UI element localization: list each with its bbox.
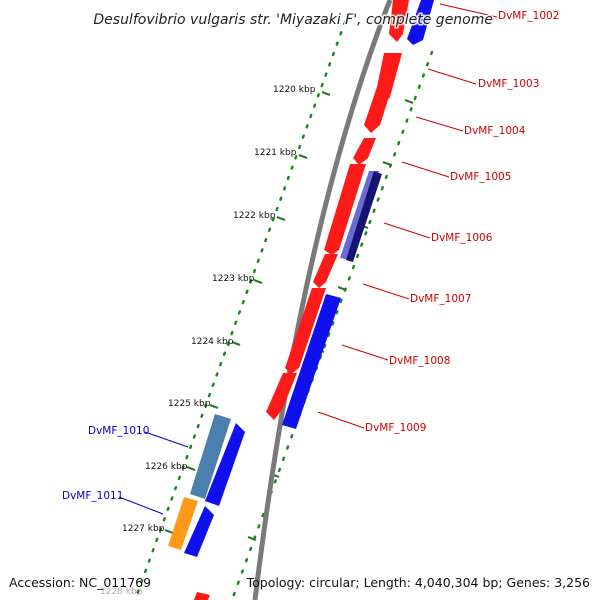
forward-strand-genes (194, 0, 409, 600)
gc-track-inner (230, 50, 434, 600)
gene-forward-1008 (266, 373, 297, 420)
gene-label-1010: DvMF_1010 (88, 425, 149, 437)
accession-text: Accession: NC_011769 (9, 575, 151, 590)
gene-label-1002: DvMF_1002 (498, 10, 559, 22)
gene-forward-top-cut (389, 0, 409, 42)
gene-reverse-1011 (184, 506, 214, 557)
scale-label-1224: 1224 kbp (191, 337, 234, 347)
gene-label-1007: DvMF_1007 (410, 293, 471, 305)
backbone (252, 0, 393, 600)
gene-label-1008: DvMF_1008 (389, 355, 450, 367)
tick-1227 (164, 528, 174, 535)
tick-1226 (186, 465, 196, 472)
connector-1005 (401, 161, 450, 178)
gene-forward-1005 (324, 164, 366, 255)
scale-label-1225: 1225 kbp (168, 399, 211, 409)
label-connectors (118, 3, 498, 515)
gene-forward-bottom-cut (194, 592, 210, 600)
scale-label-1220: 1220 kbp (273, 85, 316, 95)
connector-1006 (383, 222, 431, 239)
connector-1002 (439, 3, 498, 18)
tick-1221 (298, 153, 308, 160)
connector-1011 (118, 496, 164, 515)
gene-forward-1004 (353, 138, 376, 165)
scale-label-1226: 1226 kbp (145, 462, 188, 472)
gene-label-1005: DvMF_1005 (450, 171, 511, 183)
gene-label-1006: DvMF_1006 (431, 232, 493, 244)
connector-1008 (341, 344, 389, 361)
tick-inner-8 (247, 535, 257, 542)
scale-labels: 1220 kbp 1221 kbp 1222 kbp 1223 kbp 1224… (100, 85, 316, 597)
reverse-strand-genes (168, 0, 434, 557)
tick-inner-4 (337, 285, 347, 292)
gene-label-1003: DvMF_1003 (478, 78, 539, 90)
gene-reverse-top-cut (407, 0, 434, 45)
tick-1225 (209, 403, 219, 410)
tick-inner-2 (382, 160, 392, 167)
scale-label-1223: 1223 kbp (212, 274, 255, 284)
gc-dots-inner (230, 50, 434, 600)
gene-reverse-rna-dark (346, 171, 382, 262)
gc-track-outer (133, 20, 347, 600)
genome-summary-text: Topology: circular; Length: 4,040,304 bp… (246, 575, 590, 590)
gene-reverse-1010 (205, 423, 245, 506)
tick-1223 (253, 278, 263, 285)
gene-forward-1003 (364, 84, 393, 133)
gene-label-1004: DvMF_1004 (464, 125, 526, 137)
tick-1220 (321, 90, 331, 97)
gene-forward-1006 (313, 254, 338, 288)
tick-1224 (231, 340, 241, 347)
gene-labels: DvMF_1002 DvMF_1003 DvMF_1004 DvMF_1005 … (62, 10, 559, 502)
backbone-arc (252, 0, 393, 600)
connector-1004 (415, 116, 464, 132)
connector-1003 (427, 68, 477, 85)
connector-1009 (317, 411, 365, 429)
gene-forward-1007 (285, 288, 326, 374)
gene-reverse-1009 (282, 294, 341, 429)
gene-label-1009: DvMF_1009 (365, 422, 426, 434)
tick-1222 (276, 215, 286, 222)
connector-1010 (144, 431, 189, 448)
connector-1007 (362, 283, 410, 300)
map-title: Desulfovibrio vulgaris str. 'Miyazaki F'… (93, 12, 493, 28)
tick-inner-1 (404, 98, 414, 105)
scale-label-1221: 1221 kbp (254, 148, 297, 158)
gc-dots-outer (133, 20, 347, 600)
scale-label-1222: 1222 kbp (233, 211, 276, 221)
gene-label-1011: DvMF_1011 (62, 490, 123, 502)
scale-label-1227: 1227 kbp (122, 524, 165, 534)
gene-reverse-1010-steel (190, 414, 231, 499)
gene-reverse-1011-orange (168, 497, 198, 550)
scale-label-1228: 1228 kbp (100, 587, 143, 597)
